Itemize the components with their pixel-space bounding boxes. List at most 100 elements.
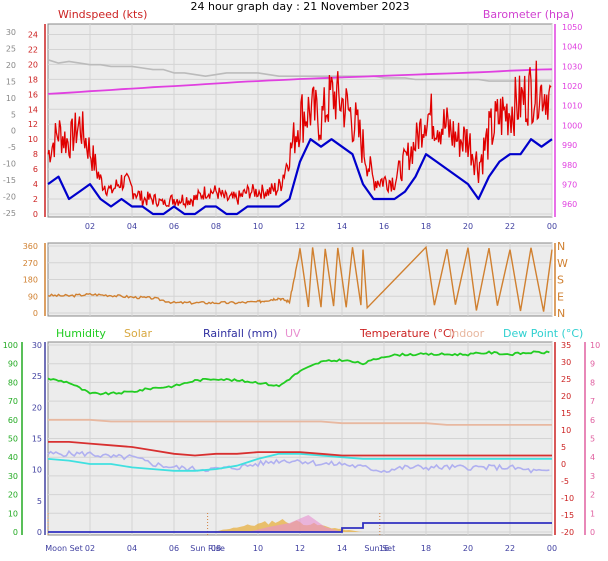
y-tick-temperature: 10 [561, 426, 571, 435]
x-tick: 10 [253, 544, 263, 553]
y-tick-uv: 2 [590, 491, 595, 500]
y-tick-temperature: 20 [561, 392, 571, 401]
x-tick: 04 [127, 222, 137, 231]
x-event-label: Moon Set [45, 544, 82, 553]
x-tick: 04 [127, 544, 137, 553]
y-tick-barometer: 1040 [562, 43, 582, 52]
y-tick-rainfall: 10 [32, 466, 42, 475]
y-tick-humidity: 90 [8, 360, 18, 369]
y-tick-rainfall: 30 [32, 341, 42, 350]
y-tick-direction: 360 [23, 242, 38, 251]
x-event-label: Sun Rise [190, 544, 225, 553]
y-tick-uv: 1 [590, 509, 595, 518]
y-tick-windspeed: 6 [33, 165, 38, 174]
x-tick: 00 [547, 222, 557, 231]
y-tick-humidity: 20 [8, 491, 18, 500]
y-tick-barometer: 1050 [562, 23, 582, 32]
y-tick-temperature: 25 [561, 375, 571, 384]
y-tick-windspeed: 10 [28, 135, 38, 144]
x-tick: 18 [421, 222, 431, 231]
y-tick-secondary: -5 [8, 143, 16, 152]
y-tick-secondary: 30 [6, 28, 16, 37]
y-tick-windspeed: 4 [33, 180, 38, 189]
y-tick-humidity: 10 [8, 509, 18, 518]
y-tick-uv: 5 [590, 435, 595, 444]
series-line-average-wind [47, 138, 553, 216]
y-tick-humidity: 50 [8, 435, 18, 444]
y-tick-windspeed: 12 [28, 120, 38, 129]
legend-temperature: Temperature (°C) [359, 327, 455, 340]
y-tick-uv: 4 [590, 453, 595, 462]
y-tick-rainfall: 0 [37, 528, 42, 537]
x-tick: 12 [295, 544, 305, 553]
series-line-dewpoint [47, 452, 552, 472]
y-tick-uv: 7 [590, 397, 595, 406]
y-tick-windspeed: 2 [33, 195, 38, 204]
y-tick-windspeed: 18 [28, 75, 38, 84]
series-area-uv [247, 515, 342, 532]
legend-windspeed: Windspeed (kts) [58, 8, 147, 21]
y-tick-uv: 8 [590, 378, 595, 387]
y-tick-barometer: 960 [562, 200, 577, 209]
y-tick-secondary: -15 [3, 176, 16, 185]
y-tick-rainfall: 5 [37, 497, 42, 506]
y-tick-barometer: 970 [562, 180, 577, 189]
x-tick: 08 [211, 544, 221, 553]
y-tick-temperature: 15 [561, 409, 571, 418]
legend-rainfall: Rainfall (mm) [203, 327, 277, 340]
y-tick-barometer: 1000 [562, 121, 582, 130]
x-tick: 02 [85, 222, 95, 231]
x-tick: 00 [547, 544, 557, 553]
y-tick-windspeed: 14 [28, 105, 38, 114]
series-line-indoor [48, 418, 552, 426]
series-line-rainfall [48, 522, 552, 533]
y-tick-temperature: -20 [561, 528, 574, 537]
legend-solar: Solar [124, 327, 153, 340]
y-tick-secondary: 15 [6, 77, 16, 86]
y-tick-temperature: 35 [561, 341, 571, 350]
y-tick-direction: 0 [33, 309, 38, 318]
y-tick-rainfall: 15 [32, 435, 42, 444]
series-line-barometer [47, 68, 553, 95]
y-tick-secondary: -10 [3, 160, 16, 169]
y-tick-secondary: 0 [11, 127, 16, 136]
legend-indoor: Indoor [449, 327, 485, 340]
x-tick: 20 [463, 544, 473, 553]
y-tick-humidity: 60 [8, 416, 18, 425]
x-tick: 06 [169, 222, 179, 231]
legend-dewpoint: Dew Point (°C) [503, 327, 583, 340]
y-tick-barometer: 980 [562, 161, 577, 170]
y-tick-windspeed: 20 [28, 60, 38, 69]
x-tick: 14 [337, 222, 347, 231]
y-tick-temperature: 5 [561, 443, 566, 452]
y-tick-rainfall: 20 [32, 403, 42, 412]
graph-title: 24 hour graph day : 21 November 2023 [190, 0, 409, 13]
y-tick-uv: 9 [590, 360, 595, 369]
x-tick: 22 [505, 222, 515, 231]
y-tick-secondary: 5 [11, 110, 16, 119]
x-tick: 08 [211, 222, 221, 231]
x-tick: 02 [85, 544, 95, 553]
y-tick-compass: N [557, 307, 565, 320]
y-tick-compass: N [557, 240, 565, 253]
y-tick-secondary: 10 [6, 94, 16, 103]
y-tick-direction: 90 [28, 292, 38, 301]
y-tick-temperature: 0 [561, 460, 566, 469]
y-tick-humidity: 30 [8, 472, 18, 481]
y-tick-temperature: -15 [561, 511, 574, 520]
y-tick-temperature: 30 [561, 358, 571, 367]
y-tick-uv: 3 [590, 472, 595, 481]
y-tick-humidity: 100 [3, 341, 18, 350]
x-tick: 18 [421, 544, 431, 553]
y-tick-windspeed: 24 [28, 30, 38, 39]
y-tick-windspeed: 8 [33, 150, 38, 159]
y-tick-direction: 270 [23, 259, 38, 268]
multi-panel: Humidity Solar Rainfall (mm) UV Temperat… [3, 327, 600, 553]
y-tick-barometer: 990 [562, 141, 577, 150]
y-tick-secondary: 25 [6, 44, 16, 53]
wind-baro-panel: Windspeed (kts) Barometer (hpa) 24222018… [3, 8, 582, 231]
legend-humidity: Humidity [56, 327, 106, 340]
y-tick-compass: W [557, 257, 568, 270]
y-tick-rainfall: 25 [32, 372, 42, 381]
